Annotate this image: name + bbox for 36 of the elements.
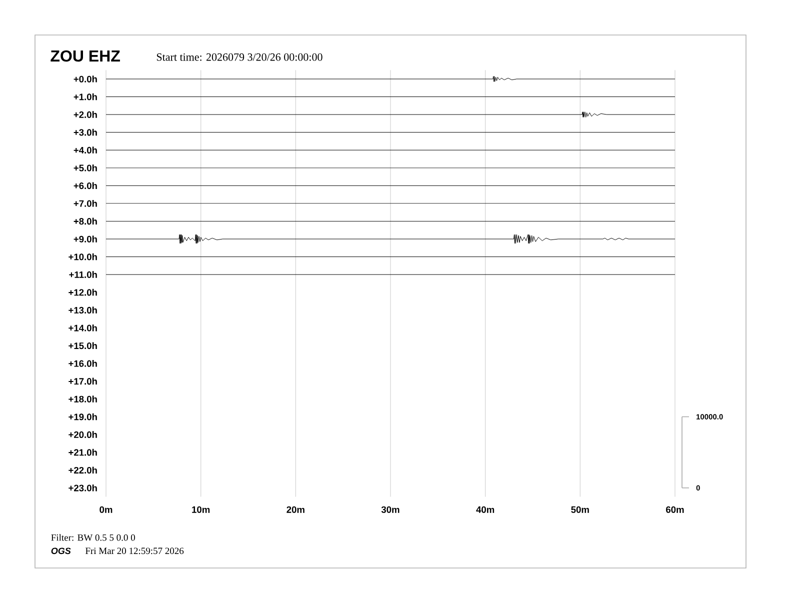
y-tick-label: +12.0h — [68, 288, 97, 296]
y-tick-label: +14.0h — [68, 324, 97, 332]
y-tick-label: +20.0h — [68, 431, 97, 438]
x-tick-label: 10m — [192, 506, 210, 513]
x-tick-label: 30m — [381, 506, 400, 513]
y-tick-label: +18.0h — [68, 396, 97, 402]
y-tick-label: +6.0h — [74, 182, 97, 190]
y-tick-label: +9.0h — [74, 236, 97, 242]
y-tick-label: +19.0h — [68, 413, 97, 420]
y-tick-label: +1.0h — [74, 93, 97, 100]
text: OGS — [51, 548, 71, 554]
y-tick-label: +11.0h — [69, 271, 97, 278]
chart-subtitle: Start time: 2026079 3/20/26 00:00:00 — [156, 53, 322, 61]
y-tick-label: +7.0h — [74, 200, 97, 207]
x-tick-label: 50m — [571, 506, 589, 513]
y-tick-label: +21.0h — [68, 448, 97, 456]
chart-title: ZOU EHZ — [50, 50, 120, 62]
text: Filter: BW 0.5 5 0.0 0 — [51, 534, 135, 541]
y-tick-label: +0.0h — [74, 76, 97, 82]
y-tick-label: +10.0h — [68, 253, 97, 260]
y-tick-label: +2.0h — [74, 111, 97, 118]
y-tick-label: +15.0h — [68, 342, 97, 350]
y-tick-label: +22.0h — [68, 466, 97, 474]
y-tick-label: +8.0h — [74, 218, 97, 225]
x-tick-label: 20m — [286, 506, 304, 513]
y-tick-label: +4.0h — [74, 146, 97, 154]
text: Fri Mar 20 12:59:57 2026 — [85, 548, 184, 554]
x-tick-label: 0m — [100, 506, 112, 513]
y-tick-label: +13.0h — [68, 306, 97, 314]
y-tick-label: +3.0h — [74, 128, 97, 136]
y-tick-label: +5.0h — [74, 164, 97, 172]
x-tick-label: 60m — [666, 506, 684, 513]
y-tick-label: +16.0h — [68, 360, 97, 367]
y-tick-label: +23.0h — [68, 484, 97, 492]
y-tick-label: +17.0h — [68, 378, 97, 385]
x-tick-label: 40m — [476, 506, 494, 513]
